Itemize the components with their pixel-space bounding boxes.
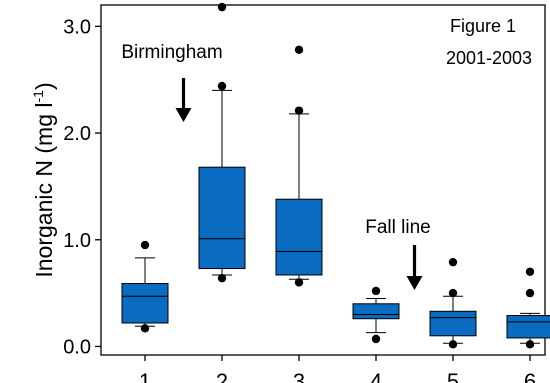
box-body: [275, 198, 323, 276]
figure-label: Figure 1: [450, 16, 516, 36]
y-axis-title-main: Inorganic N (mg l: [31, 103, 57, 278]
outlier-point: [448, 340, 458, 349]
outlier-point: [525, 288, 535, 298]
outlier-point: [294, 278, 304, 287]
outlier-point: [140, 324, 150, 333]
box-body: [352, 303, 400, 320]
box-3: [275, 45, 323, 287]
annotations: Birmingham Fall line: [121, 42, 431, 290]
box-5: [429, 257, 477, 349]
outlier-point: [371, 334, 381, 344]
box-6: [506, 267, 550, 349]
outlier-point: [294, 45, 304, 55]
outlier-point: [217, 273, 227, 283]
x-tick-label: 3: [293, 369, 305, 383]
box-body: [429, 310, 477, 337]
y-tick-label: 0.0: [63, 336, 91, 358]
outlier-point: [448, 288, 458, 298]
box-4: [352, 286, 400, 344]
annotation-arrow-head: [406, 276, 423, 290]
y-axis: 0.0 1.0 2.0 3.0: [63, 16, 101, 358]
box-1: [121, 240, 169, 333]
annotation-label: Birmingham: [121, 42, 222, 63]
x-axis: 1 2 3 4 5 6: [139, 355, 536, 383]
outlier-point: [217, 2, 227, 12]
plot-frame: [100, 4, 546, 356]
outlier-point: [448, 257, 458, 267]
x-tick-label: 4: [370, 369, 382, 383]
x-tick-label: 2: [216, 369, 228, 383]
annotation-arrow-head: [175, 108, 192, 122]
x-tick-label: 1: [139, 369, 151, 383]
outlier-point: [371, 286, 381, 296]
y-tick-label: 1.0: [63, 230, 91, 252]
outlier-point: [525, 340, 535, 349]
box-body: [121, 283, 169, 324]
y-axis-title-end: ): [31, 82, 57, 90]
y-tick-label: 3.0: [63, 16, 91, 38]
outlier-point: [294, 106, 304, 115]
box-series: [121, 2, 550, 349]
y-axis-title-superscript: -1: [30, 90, 46, 103]
annotation-label: Fall line: [365, 217, 430, 238]
box-body: [198, 166, 246, 270]
outlier-point: [140, 240, 150, 250]
x-tick-label: 5: [447, 369, 459, 383]
y-tick-label: 2.0: [63, 123, 91, 145]
box-2: [198, 2, 246, 283]
period-label: 2001-2003: [446, 48, 532, 68]
outlier-point: [217, 81, 227, 91]
x-tick-label: 6: [524, 369, 536, 383]
box-body: [506, 315, 550, 339]
outlier-point: [525, 267, 535, 276]
y-axis-title: Inorganic N (mg l-1): [30, 82, 57, 277]
